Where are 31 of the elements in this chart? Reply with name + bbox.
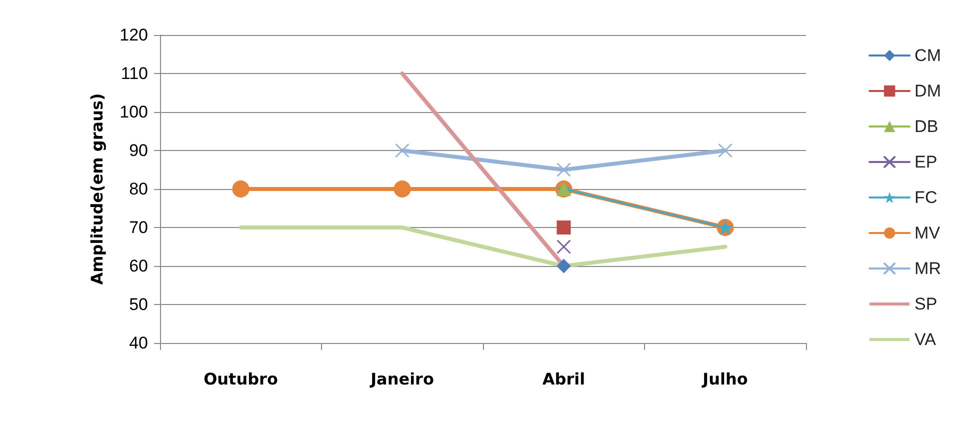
x-tick-label: Julho <box>702 370 748 388</box>
legend-label: MR <box>914 259 942 278</box>
y-tick-label: 80 <box>129 180 148 198</box>
y-tick-label: 60 <box>129 256 148 276</box>
y-tick-label: 70 <box>129 218 148 237</box>
x-tick-label: Abril <box>542 370 586 388</box>
point <box>395 143 410 158</box>
legend-label: SP <box>914 294 938 314</box>
point <box>556 162 571 177</box>
y-tick-label: 110 <box>120 64 148 83</box>
legend-label: VA <box>914 330 937 349</box>
y-tick-label: 100 <box>120 102 148 122</box>
legend-label: DB <box>914 117 938 136</box>
point <box>556 220 571 234</box>
legend-label: CM <box>914 46 942 65</box>
point <box>556 240 571 254</box>
legend-label: DM <box>914 82 942 100</box>
legend-label: EP <box>914 152 938 172</box>
legend-label: FC <box>914 188 938 207</box>
point <box>394 180 411 198</box>
point <box>556 259 571 273</box>
point <box>718 143 732 158</box>
point <box>232 180 250 198</box>
y-tick-label: 90 <box>129 141 148 160</box>
x-tick-label: Janeiro <box>370 370 434 388</box>
y-axis-title: Amplitude(em graus) <box>88 93 106 285</box>
y-tick-label: 50 <box>129 295 148 314</box>
legend-label: MV <box>914 224 941 242</box>
y-tick-label: 40 <box>129 334 148 352</box>
x-tick-label: Outubro <box>204 370 278 388</box>
y-tick-label: 120 <box>120 26 148 44</box>
